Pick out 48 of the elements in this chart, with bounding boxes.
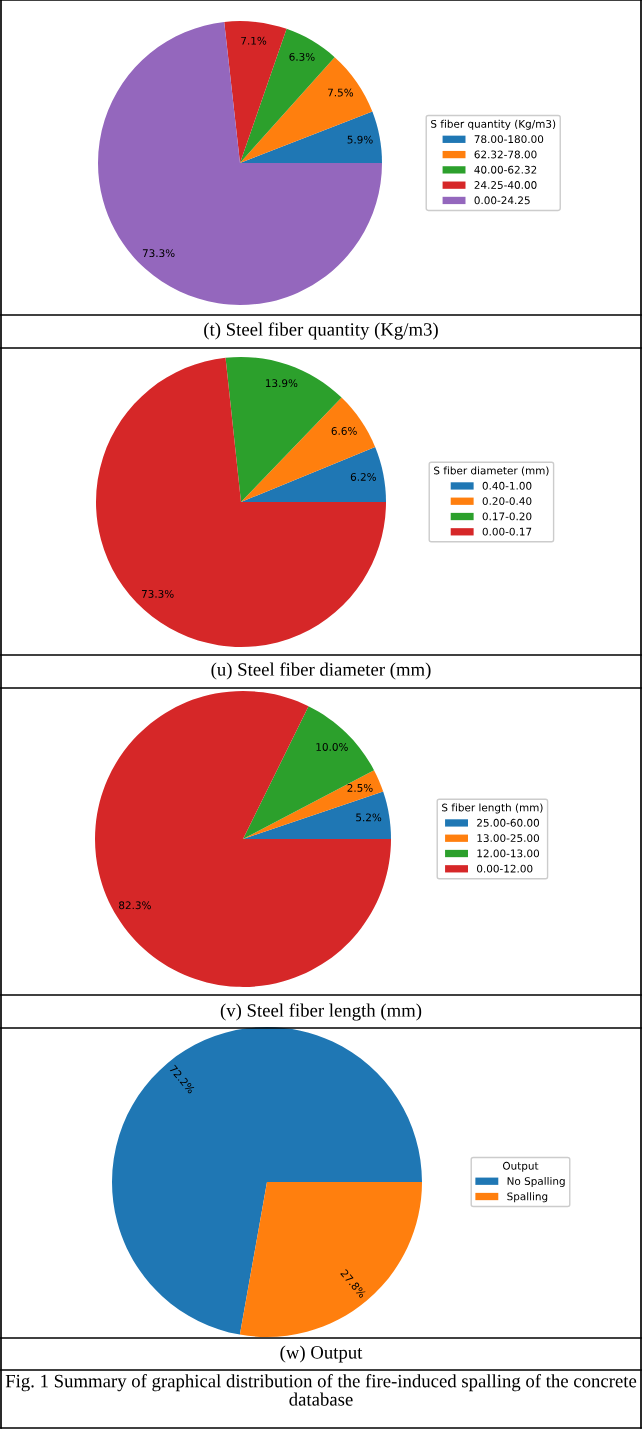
text: (v) Steel fiber length (mm): [220, 1003, 422, 1021]
data-label: 6.2%: [350, 473, 376, 481]
legend-label: 0.40-1.00: [482, 481, 532, 490]
data-label: 7.1%: [241, 36, 267, 45]
data-label: 7.5%: [328, 88, 354, 97]
legend-title: Output: [502, 1161, 539, 1172]
pie-slice: [95, 691, 391, 987]
legend-title: S fiber diameter (mm): [434, 466, 549, 476]
pie-slice: [224, 21, 287, 163]
pie-slice: [98, 21, 382, 305]
pie-slice: [240, 111, 382, 163]
pie-slice: [112, 1027, 422, 1335]
data-label: 2.5%: [347, 783, 373, 792]
pie-slice: [243, 770, 384, 839]
pie-slice: [241, 446, 386, 502]
data-label: 6.6%: [331, 427, 357, 435]
legend-label: 12.00-13.00: [477, 849, 540, 858]
pie-slice: [96, 357, 386, 647]
legend-label: 0.20-0.40: [482, 497, 532, 506]
legend-label: 0.00-12.00: [477, 864, 533, 873]
data-label: 82.3%: [119, 901, 151, 910]
legend-label: 40.00-62.32: [474, 165, 537, 174]
legend-label: No Spalling: [507, 1176, 565, 1188]
caption: Fig. 1 Summary of graphical distribution of the fire-induced spalling of the concrete database: [5, 1374, 637, 1406]
text: (t) Steel fiber quantity (Kg/m3): [204, 322, 438, 340]
legend-label: 0.00-0.17: [482, 527, 532, 536]
pie-slice: [241, 397, 376, 502]
text: (u) Steel fiber diameter (mm): [211, 662, 431, 680]
legend-label: 25.00-60.00: [477, 818, 540, 827]
data-label: 73.3%: [142, 249, 175, 258]
legend-title: S fiber quantity (Kg/m3): [431, 119, 556, 130]
data-label: 5.9%: [347, 135, 373, 144]
data-label: 73.3%: [141, 589, 174, 598]
pie-slice: [243, 791, 391, 839]
legend-label: 13.00-25.00: [477, 834, 540, 843]
data-label: 6.3%: [289, 52, 315, 61]
legend-label: 78.00-180.00: [474, 135, 544, 144]
legend-label: 0.17-0.20: [482, 512, 532, 521]
data-label: 10.0%: [316, 743, 348, 751]
legend-title: S fiber length (mm): [442, 803, 543, 814]
data-label: 13.9%: [265, 379, 298, 388]
text: (w) Output: [280, 1345, 363, 1363]
pie-slice: [239, 1182, 422, 1337]
legend-label: Spalling: [507, 1192, 548, 1203]
legend-label: 24.25-40.00: [474, 181, 537, 189]
data-label: 5.2%: [356, 813, 382, 822]
legend-label: 62.32-78.00: [474, 150, 537, 159]
legend-label: 0.00-24.25: [474, 196, 530, 205]
